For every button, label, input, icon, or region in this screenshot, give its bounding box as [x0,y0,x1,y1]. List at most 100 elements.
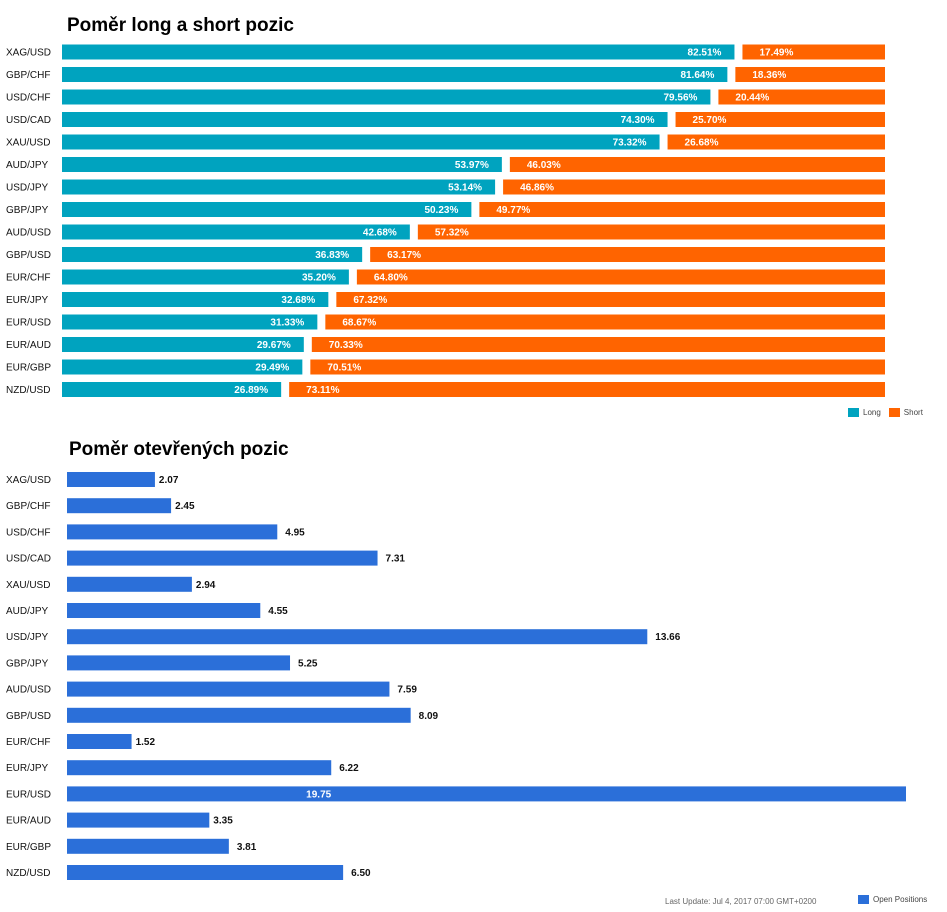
last-update-note: Last Update: Jul 4, 2017 07:00 GMT+0200 [665,897,817,906]
open-positions-value-usd-cad: 7.31 [386,554,406,565]
category-label-usd-cad: USD/CAD [6,115,51,126]
open-positions-value-aud-usd: 7.59 [397,685,417,696]
long-value-label-nzd-usd: 26.89% [234,385,268,396]
long-value-label-xag-usd: 82.51% [688,48,722,59]
short-bar-gbp-jpy [479,202,885,217]
chart2-legend: Open Positions [858,895,927,904]
open-positions-bar-gbp-chf [67,498,172,514]
short-bar-usd-jpy [503,179,885,195]
open-positions-value-aud-jpy: 4.55 [268,606,288,617]
long-bar-usd-jpy [62,179,496,195]
long-value-label-gbp-usd: 36.83% [315,250,349,261]
open-positions-value-gbp-chf: 2.45 [175,501,195,512]
legend-long-label: Long [863,408,881,417]
short-value-label-xag-usd: 17.49% [759,48,793,59]
category-label-usd-chf: USD/CHF [6,93,50,104]
open-positions-value-xau-usd: 2.94 [196,580,216,591]
open-positions-value-usd-jpy: 13.66 [655,632,680,643]
long-bar-eur-usd [62,314,318,330]
short-bar-xag-usd [742,44,885,60]
legend-short-label: Short [903,408,923,417]
category-label-xau-usd: XAU/USD [6,138,50,149]
short-value-label-xau-usd: 26.68% [685,138,719,149]
category-label-eur-gbp: EUR/GBP [6,363,51,374]
open-category-label-xag-usd: XAG/USD [6,475,51,486]
open-category-label-aud-jpy: AUD/JPY [6,606,49,617]
open-category-label-gbp-chf: GBP/CHF [6,501,50,512]
open-positions-value-eur-usd: 19.75 [306,789,331,800]
short-value-label-gbp-chf: 18.36% [752,70,786,81]
open-category-label-eur-aud: EUR/AUD [6,816,51,827]
open-positions-value-nzd-usd: 6.50 [351,868,371,879]
long-bar-usd-chf [62,89,711,105]
open-positions-bar-aud-jpy [67,603,261,618]
long-value-label-gbp-jpy: 50.23% [424,205,458,216]
short-value-label-eur-jpy: 67.32% [353,295,387,306]
short-value-label-nzd-usd: 73.11% [306,385,339,396]
long-value-label-aud-jpy: 53.97% [455,160,489,171]
long-value-label-aud-usd: 42.68% [363,228,397,239]
short-bar-eur-jpy [336,292,885,307]
long-bar-gbp-chf [62,67,728,82]
open-category-label-eur-usd: EUR/USD [6,789,51,800]
open-category-label-nzd-usd: NZD/USD [6,868,50,879]
open-positions-bar-gbp-usd [67,707,411,723]
short-value-label-eur-chf: 64.80% [374,273,408,284]
open-positions-bar-eur-usd [67,786,906,802]
open-positions-bar-usd-cad [67,550,378,566]
short-value-label-aud-usd: 57.32% [435,228,469,239]
open-positions-bar-eur-jpy [67,760,332,776]
long-bar-eur-chf [62,269,349,285]
category-label-eur-chf: EUR/CHF [6,273,50,284]
category-label-gbp-usd: GBP/USD [6,250,51,261]
short-bar-nzd-usd [289,382,885,397]
open-positions-bar-usd-chf [67,524,278,540]
open-category-label-usd-cad: USD/CAD [6,554,51,565]
open-category-label-eur-chf: EUR/CHF [6,737,50,748]
short-value-label-eur-usd: 68.67% [342,318,376,329]
short-bar-usd-cad [675,112,885,127]
short-bar-gbp-usd [370,247,885,262]
category-label-eur-aud: EUR/AUD [6,340,51,351]
category-label-eur-jpy: EUR/JPY [6,295,49,306]
category-label-aud-jpy: AUD/JPY [6,160,49,171]
open-positions-bar-xag-usd [67,472,155,487]
long-value-label-gbp-chf: 81.64% [680,70,714,81]
open-positions-value-gbp-usd: 8.09 [419,711,439,722]
open-positions-value-xag-usd: 2.07 [159,475,179,486]
open-category-label-usd-chf: USD/CHF [6,527,50,538]
open-category-label-xau-usd: XAU/USD [6,580,50,591]
long-value-label-eur-usd: 31.33% [270,318,304,329]
short-value-label-usd-chf: 20.44% [735,93,769,104]
open-positions-value-eur-aud: 3.35 [213,816,233,827]
long-bar-aud-jpy [62,157,502,172]
long-value-label-eur-jpy: 32.68% [281,295,315,306]
open-category-label-eur-gbp: EUR/GBP [6,842,51,853]
open-category-label-usd-jpy: USD/JPY [6,632,49,643]
long-bar-xau-usd [62,134,660,150]
short-bar-aud-usd [417,224,885,240]
long-value-label-xau-usd: 73.32% [613,138,647,149]
long-bar-usd-cad [62,112,668,127]
long-bar-gbp-usd [62,247,363,262]
category-label-gbp-chf: GBP/CHF [6,70,50,81]
open-positions-bar-eur-chf [67,734,132,749]
open-category-label-eur-jpy: EUR/JPY [6,763,49,774]
long-bar-eur-aud [62,337,304,352]
open-positions-value-eur-jpy: 6.22 [339,763,359,774]
open-category-label-gbp-jpy: GBP/JPY [6,658,49,669]
category-label-usd-jpy: USD/JPY [6,183,49,194]
long-bar-xag-usd [62,44,735,60]
short-bar-eur-usd [325,314,886,330]
short-bar-eur-chf [356,269,885,285]
open-positions-bar-eur-aud [67,812,210,828]
open-positions-value-eur-gbp: 3.81 [237,842,257,853]
long-bar-eur-gbp [62,359,303,375]
legend-short-swatch [888,408,900,417]
open-positions-value-eur-chf: 1.52 [136,737,156,748]
open-positions-value-gbp-jpy: 5.25 [298,658,318,669]
long-value-label-usd-chf: 79.56% [663,93,697,104]
short-bar-aud-jpy [509,157,885,172]
open-category-label-aud-usd: AUD/USD [6,685,51,696]
